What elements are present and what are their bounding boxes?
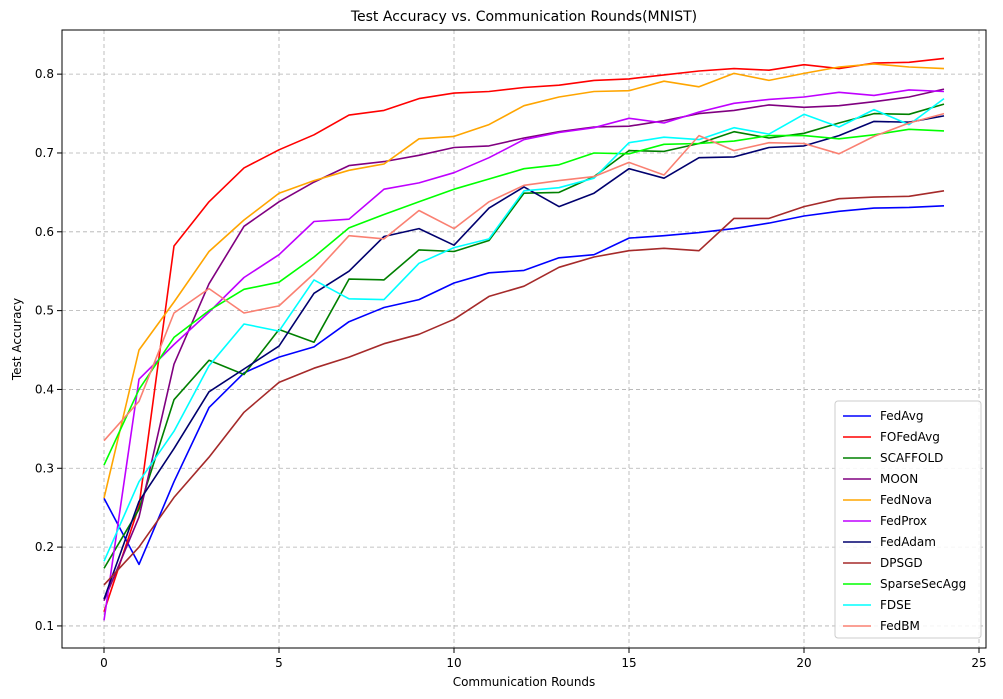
legend: FedAvg FOFedAvg SCAFFOLD MOON FedNova FedProx…	[834, 400, 982, 639]
series-line-fedbm	[103, 112, 945, 442]
chart-title: Test Accuracy vs. Communication Rounds(M…	[350, 9, 697, 25]
x-tick-label: 15	[621, 656, 636, 670]
grid	[62, 30, 986, 648]
series-line-fedadam	[103, 115, 945, 600]
y-tick-label: 0.1	[35, 619, 54, 633]
x-tick-label: 5	[275, 656, 283, 670]
legend-label: FedProx	[880, 514, 927, 528]
legend-label: FedAdam	[880, 535, 936, 549]
y-tick-label: 0.7	[35, 146, 54, 160]
legend-label: FedBM	[880, 619, 920, 633]
x-tick-label: 0	[100, 656, 108, 670]
series-line-fednova	[103, 63, 945, 499]
series-line-moon	[103, 88, 945, 602]
y-axis-label: Test Accuracy	[10, 298, 24, 381]
x-tick-label: 10	[446, 656, 461, 670]
legend-label: FDSE	[880, 598, 911, 612]
x-tick-label: 20	[796, 656, 811, 670]
y-tick-label: 0.4	[35, 382, 54, 396]
series-line-fedprox	[103, 89, 945, 621]
series-line-fedavg	[103, 205, 945, 566]
plot-frame	[61, 29, 987, 649]
legend-label: MOON	[880, 472, 918, 486]
legend-box	[834, 400, 982, 639]
legend-label: DPSGD	[880, 556, 923, 570]
series-line-dpsgd	[103, 190, 945, 586]
series-line-fdse	[103, 97, 945, 562]
legend-label: FedNova	[880, 493, 932, 507]
legend-label: FOFedAvg	[880, 430, 940, 444]
y-tick-label: 0.5	[35, 304, 54, 318]
legend-label: FedAvg	[880, 409, 923, 423]
y-tick-label: 0.6	[35, 225, 54, 239]
x-axis-label: Communication Rounds	[453, 675, 596, 689]
legend-label: SCAFFOLD	[880, 451, 943, 465]
y-tick-label: 0.3	[35, 461, 54, 475]
axis-ticks: 0 5 10 15 20 25 0.1 0.2 0.3 0.4 0.5 0.6 0.7 0.8	[35, 67, 987, 670]
legend-label: SparseSecAgg	[880, 577, 966, 591]
series-line-scaffold	[103, 103, 945, 569]
y-tick-label: 0.8	[35, 67, 54, 81]
series-line-sparsesecagg	[103, 128, 945, 466]
series-line-fofedavg	[103, 57, 945, 612]
y-tick-label: 0.2	[35, 540, 54, 554]
x-tick-label: 25	[971, 656, 986, 670]
series-lines	[103, 57, 945, 621]
